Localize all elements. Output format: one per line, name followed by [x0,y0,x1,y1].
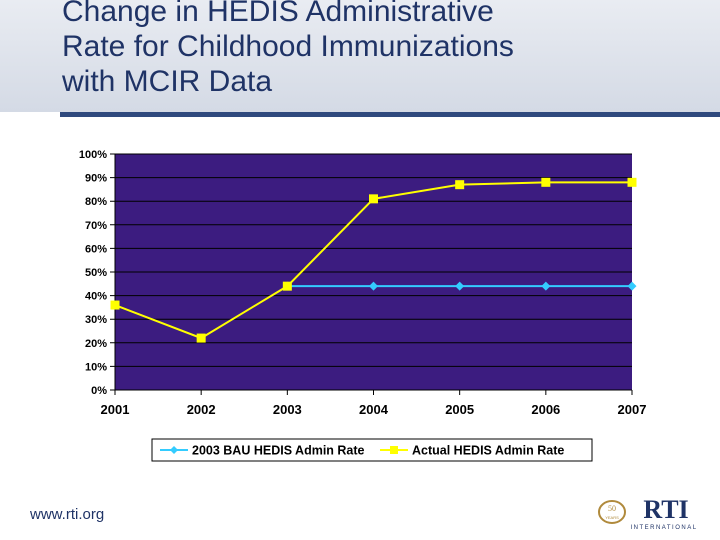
chart-container: 0% 10% 20% 30% 40% 50% 60% 70% 80% 90% 100% 2001 200… [54,140,662,462]
y-tick-label: 60% [85,243,107,255]
y-tick-label: 20% [85,338,107,350]
title-line-1: Change in HEDIS Administrative [62,0,494,28]
data-point-diamond [627,281,637,291]
data-point-diamond [369,281,378,291]
footer-url[interactable]: www.rti.org [30,506,105,523]
data-point-square [110,300,120,310]
legend-box [151,438,593,462]
y-tick-label: 100% [79,149,107,161]
header-background [0,0,720,112]
x-tick-label: 2004 [359,402,389,417]
legend-marker-diamond [170,446,178,454]
x-tick-label: 2002 [187,402,216,417]
y-tick-label: 30% [85,314,107,326]
title-divider [60,112,720,117]
logo-years: YEARS [605,515,619,520]
slide-title: Change in HEDIS Administrative Rate for … [62,0,514,99]
rti-logo: 50 YEARS RTI INTERNATIONAL [598,495,697,531]
x-tick-label: 2003 [273,402,302,417]
data-point-square [282,281,292,291]
logo-subtext: INTERNATIONAL [630,525,697,531]
y-tick-label: 0% [91,385,107,397]
data-point-diamond [455,281,465,291]
title-line-3: with MCIR Data [62,65,273,98]
data-point-square [369,194,378,204]
y-tick-label: 10% [85,361,107,373]
title-line-2: Rate for Childhood Immunizations [62,30,514,63]
y-tick-label: 70% [85,220,107,232]
data-point-square [541,177,551,187]
y-tick-label: 80% [85,196,107,208]
x-tick-label: 2001 [101,402,130,417]
x-tick-label: 2006 [531,402,560,417]
y-tick-label: 40% [85,291,107,303]
data-point-square [196,333,206,343]
legend-label: Actual HEDIS Admin Rate [412,444,564,458]
x-tick-label: 2007 [618,402,647,417]
line-chart: 0% 10% 20% 30% 40% 50% 60% 70% 80% 90% 100% 2001 200… [79,149,647,462]
data-point-square [627,177,637,187]
logo-text: RTI [643,495,688,524]
y-tick-label: 90% [85,173,107,185]
legend-marker-square [390,446,398,454]
data-point-square [455,180,465,190]
logo-anniversary: 50 [608,504,616,513]
data-point-diamond [541,281,551,291]
legend-label: 2003 BAU HEDIS Admin Rate [192,444,365,458]
x-tick-label: 2005 [445,402,474,417]
anniversary-ring-icon [598,500,626,524]
y-tick-label: 50% [85,267,107,279]
